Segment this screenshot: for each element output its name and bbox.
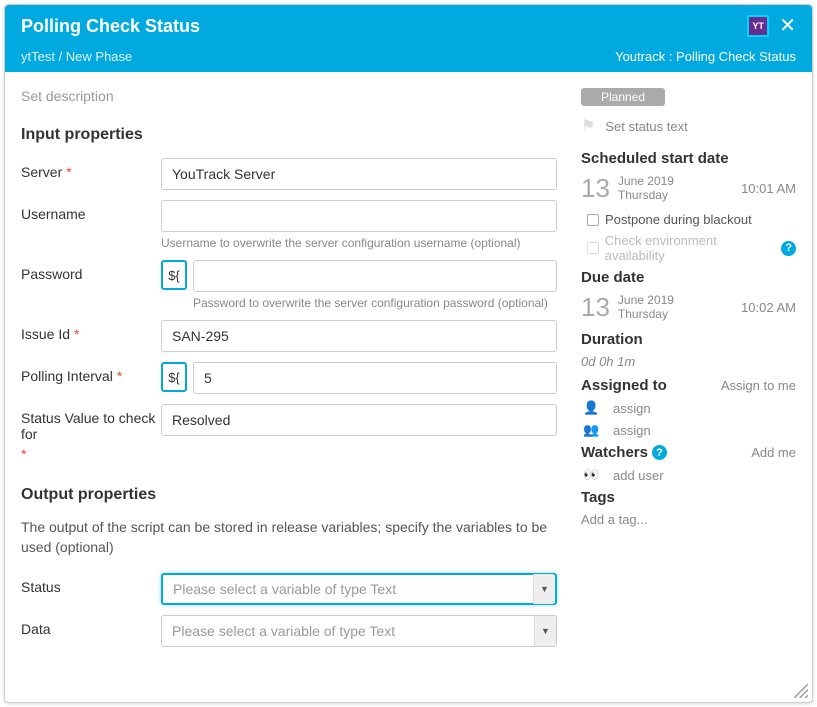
help-icon[interactable]: ?	[781, 241, 796, 256]
sidebar-panel: Planned ⚑ Set status text Scheduled star…	[577, 72, 812, 702]
assign-to-me-button[interactable]: Assign to me	[721, 378, 796, 393]
due-date-title: Due date	[581, 269, 796, 286]
password-variable-button[interactable]: ${	[161, 260, 187, 290]
main-panel: Set description Input properties Server*…	[5, 72, 577, 702]
status-output-placeholder: Please select a variable of type Text	[173, 581, 396, 597]
status-output-select[interactable]: Please select a variable of type Text ▼	[161, 573, 557, 605]
required-indicator: *	[117, 368, 122, 384]
team-icon: 👥	[583, 422, 599, 438]
scheduled-day: 13	[581, 173, 610, 204]
due-time: 10:02 AM	[741, 300, 796, 315]
chevron-down-icon: ▼	[533, 574, 555, 604]
flag-icon: ⚑	[581, 116, 595, 136]
output-properties-title: Output properties	[21, 486, 557, 504]
scheduled-date[interactable]: 13 June 2019 Thursday 10:01 AM	[581, 173, 796, 204]
scheduled-start-title: Scheduled start date	[581, 150, 796, 167]
duration-title: Duration	[581, 331, 796, 348]
help-icon[interactable]: ?	[652, 445, 667, 460]
server-input[interactable]	[161, 158, 557, 190]
user-icon: 👤	[583, 400, 599, 416]
required-indicator: *	[66, 164, 71, 180]
assignee-row-1[interactable]: 👤 assign	[583, 400, 796, 416]
close-icon[interactable]: ✕	[779, 16, 796, 36]
issue-id-input[interactable]	[161, 320, 557, 352]
required-indicator: *	[74, 326, 79, 342]
password-input[interactable]	[193, 260, 557, 292]
status-value-label: Status Value to check for	[21, 410, 161, 442]
tags-title: Tags	[581, 489, 796, 506]
input-properties-title: Input properties	[21, 126, 557, 144]
chevron-down-icon: ▼	[534, 616, 556, 646]
data-output-label: Data	[21, 621, 51, 637]
task-modal: Polling Check Status YT ✕ ytTest / New P…	[4, 4, 813, 703]
scheduled-time: 10:01 AM	[741, 181, 796, 196]
output-properties-description: The output of the script can be stored i…	[21, 518, 557, 557]
issue-id-label: Issue Id	[21, 326, 70, 342]
username-hint: Username to overwrite the server configu…	[161, 236, 557, 250]
polling-interval-label: Polling Interval	[21, 368, 113, 384]
postpone-checkbox-row[interactable]: Postpone during blackout	[587, 212, 796, 227]
status-text-placeholder[interactable]: Set status text	[605, 119, 687, 134]
scheduled-weekday: Thursday	[618, 189, 733, 203]
status-value-input[interactable]	[161, 404, 557, 436]
data-output-placeholder: Please select a variable of type Text	[172, 623, 395, 639]
watcher-row[interactable]: 👀 add user	[583, 467, 796, 483]
status-badge: Planned	[581, 88, 665, 106]
due-day: 13	[581, 292, 610, 323]
watcher-placeholder: add user	[613, 468, 664, 483]
status-output-label: Status	[21, 579, 61, 595]
polling-interval-input[interactable]	[193, 362, 557, 394]
due-month-year: June 2019	[618, 294, 733, 308]
assignee-row-2[interactable]: 👥 assign	[583, 422, 796, 438]
postpone-label: Postpone during blackout	[605, 212, 752, 227]
watchers-title: Watchers	[581, 444, 648, 461]
password-label: Password	[21, 266, 82, 282]
scheduled-month-year: June 2019	[618, 175, 733, 189]
add-me-watcher-button[interactable]: Add me	[751, 445, 796, 460]
assigned-to-title: Assigned to	[581, 377, 667, 394]
resize-handle-icon[interactable]	[794, 684, 808, 698]
assignee-placeholder: assign	[613, 401, 651, 416]
check-env-label: Check environment availability	[605, 233, 776, 263]
check-env-checkbox-row: Check environment availability ?	[587, 233, 796, 263]
data-output-select[interactable]: Please select a variable of type Text ▼	[161, 615, 557, 647]
checkbox-icon	[587, 242, 599, 254]
provider-label: Youtrack : Polling Check Status	[615, 49, 796, 64]
description-placeholder[interactable]: Set description	[21, 88, 557, 104]
binoculars-icon: 👀	[583, 467, 599, 483]
due-date[interactable]: 13 June 2019 Thursday 10:02 AM	[581, 292, 796, 323]
required-indicator: *	[21, 446, 26, 462]
checkbox-icon	[587, 214, 599, 226]
assignee-placeholder: assign	[613, 423, 651, 438]
polling-variable-button[interactable]: ${	[161, 362, 187, 392]
username-input[interactable]	[161, 200, 557, 232]
server-label: Server	[21, 164, 62, 180]
password-hint: Password to overwrite the server configu…	[193, 296, 557, 310]
duration-value: 0d 0h 1m	[581, 354, 796, 369]
modal-header: Polling Check Status YT ✕ ytTest / New P…	[5, 5, 812, 72]
username-label: Username	[21, 206, 86, 222]
modal-title: Polling Check Status	[21, 16, 200, 37]
add-tag-placeholder[interactable]: Add a tag...	[581, 512, 796, 527]
due-weekday: Thursday	[618, 308, 733, 322]
breadcrumb[interactable]: ytTest / New Phase	[21, 49, 132, 64]
youtrack-logo-icon: YT	[747, 15, 769, 37]
